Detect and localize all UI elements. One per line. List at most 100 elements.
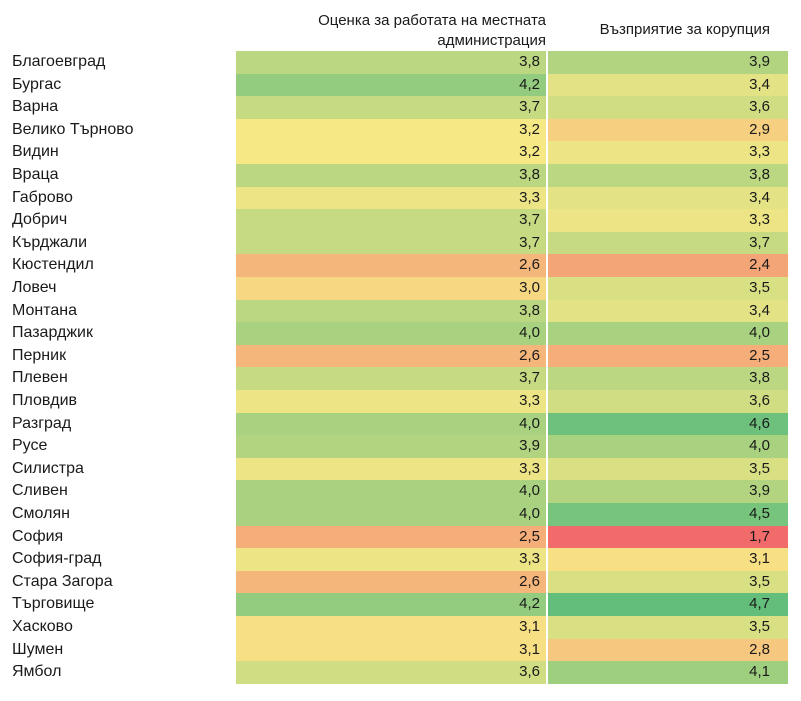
corruption-score-cell: 3,5: [548, 616, 788, 639]
table-row: Бургас 4,2 3,4: [0, 73, 801, 97]
row-label: Монтана: [12, 301, 78, 319]
table-row: Шумен 3,1 2,8: [0, 638, 801, 662]
row-label: Кърджали: [12, 233, 88, 251]
administration-score-cell: 2,6: [236, 570, 546, 594]
row-label: Хасково: [12, 618, 73, 635]
corruption-score-cell: 3,5: [548, 277, 788, 300]
row-label: Благоевград: [12, 53, 106, 70]
corruption-score-cell: 4,1: [548, 661, 788, 684]
corruption-score-cell: 4,7: [548, 593, 788, 616]
row-label: Търговище: [12, 595, 95, 613]
table-row: Габрово 3,3 3,4: [0, 186, 801, 210]
corruption-score-cell: 3,6: [548, 96, 788, 119]
administration-score-cell: 3,8: [236, 299, 546, 323]
table-row: Сливен 4,0 3,9: [0, 480, 801, 503]
corruption-score-cell: 2,5: [548, 344, 788, 368]
administration-score-cell: 3,0: [236, 277, 546, 300]
corruption-score-cell: 3,7: [548, 231, 788, 255]
row-label: Стара Загора: [12, 572, 113, 590]
administration-score-cell: 4,0: [236, 480, 546, 503]
corruption-score-cell: 1,7: [548, 525, 788, 549]
row-label: Разград: [12, 414, 72, 432]
corruption-score-cell: 2,4: [548, 254, 788, 277]
row-label: Бургас: [12, 75, 62, 93]
table-row: Стара Загора 2,6 3,5: [0, 570, 801, 594]
administration-score-cell: 4,2: [236, 593, 546, 616]
row-label: Кюстендил: [12, 256, 94, 274]
table-row: Търговище 4,2 4,7: [0, 593, 801, 616]
table-row: Разград 4,0 4,6: [0, 412, 801, 436]
table-row: Смолян 4,0 4,5: [0, 503, 801, 526]
table-row: София 2,5 1,7: [0, 525, 801, 549]
table-row: Русе 3,9 4,0: [0, 435, 801, 458]
row-label: Видин: [12, 143, 59, 161]
administration-score-cell: 3,7: [236, 209, 546, 232]
table-row: Видин 3,2 3,3: [0, 141, 801, 164]
row-label: Габрово: [12, 188, 73, 206]
administration-score-cell: 3,7: [236, 231, 546, 255]
row-label: Русе: [12, 437, 48, 455]
row-label: Варна: [12, 98, 59, 116]
row-label: Добрич: [12, 211, 68, 229]
row-label: Пазарджик: [12, 324, 93, 342]
corruption-score-cell: 2,9: [548, 118, 788, 142]
administration-score-cell: 2,6: [236, 344, 546, 368]
corruption-score-cell: 3,4: [548, 73, 788, 97]
row-label: Перник: [12, 346, 67, 364]
column-header-line: Оценка за работата на местната: [318, 12, 546, 29]
administration-score-cell: 3,7: [236, 96, 546, 119]
table-row: Пловдив 3,3 3,6: [0, 390, 801, 413]
table-row: Ловеч 3,0 3,5: [0, 277, 801, 300]
administration-score-cell: 3,3: [236, 548, 546, 571]
administration-score-cell: 2,6: [236, 254, 546, 277]
corruption-score-cell: 4,5: [548, 503, 788, 526]
table-row: Кърджали 3,7 3,7: [0, 231, 801, 255]
administration-score-cell: 3,3: [236, 390, 546, 413]
administration-score-cell: 3,8: [236, 164, 546, 187]
administration-score-cell: 3,1: [236, 638, 546, 662]
column-header-line: администрация: [437, 32, 546, 49]
row-label: Враца: [12, 166, 59, 183]
corruption-score-cell: 3,8: [548, 367, 788, 390]
row-label: Пловдив: [12, 392, 78, 409]
administration-score-cell: 3,6: [236, 661, 546, 684]
administration-score-cell: 3,8: [236, 51, 546, 74]
table-row: Пазарджик 4,0 4,0: [0, 322, 801, 345]
table-row: Велико Търново 3,2 2,9: [0, 118, 801, 142]
table-row: Враца 3,8 3,8: [0, 164, 801, 187]
corruption-score-cell: 3,4: [548, 186, 788, 210]
table-row: Хасково 3,1 3,5: [0, 616, 801, 639]
row-label: София: [12, 527, 64, 545]
corruption-score-cell: 2,8: [548, 638, 788, 662]
row-label: Силистра: [12, 459, 84, 477]
table-row: Ямбол 3,6 4,1: [0, 661, 801, 684]
administration-score-cell: 3,7: [236, 367, 546, 390]
column-header-administration: Оценка за работата на местната администр…: [300, 11, 546, 51]
administration-score-cell: 4,0: [236, 503, 546, 526]
table-row: Силистра 3,3 3,5: [0, 457, 801, 481]
row-label: Смолян: [12, 505, 70, 522]
row-label: Шумен: [12, 640, 64, 658]
administration-score-cell: 4,0: [236, 322, 546, 345]
corruption-score-cell: 3,6: [548, 390, 788, 413]
corruption-score-cell: 3,4: [548, 299, 788, 323]
administration-score-cell: 3,2: [236, 141, 546, 164]
administration-score-cell: 3,3: [236, 186, 546, 210]
table-row: Добрич 3,7 3,3: [0, 209, 801, 232]
table-row: Плевен 3,7 3,8: [0, 367, 801, 390]
administration-score-cell: 4,2: [236, 73, 546, 97]
administration-score-cell: 3,2: [236, 118, 546, 142]
row-label: Ямбол: [12, 663, 62, 681]
corruption-score-cell: 4,0: [548, 322, 788, 345]
administration-score-cell: 4,0: [236, 412, 546, 436]
corruption-score-cell: 4,6: [548, 412, 788, 436]
column-header-corruption: Възприятие за корупция: [560, 20, 770, 40]
row-label: София-град: [12, 550, 102, 568]
table-row: Благоевград 3,8 3,9: [0, 51, 801, 74]
administration-score-cell: 3,3: [236, 457, 546, 481]
administration-score-cell: 3,9: [236, 435, 546, 458]
administration-score-cell: 2,5: [236, 525, 546, 549]
corruption-score-cell: 3,1: [548, 548, 788, 571]
row-label: Сливен: [12, 482, 68, 500]
corruption-score-cell: 3,3: [548, 141, 788, 164]
